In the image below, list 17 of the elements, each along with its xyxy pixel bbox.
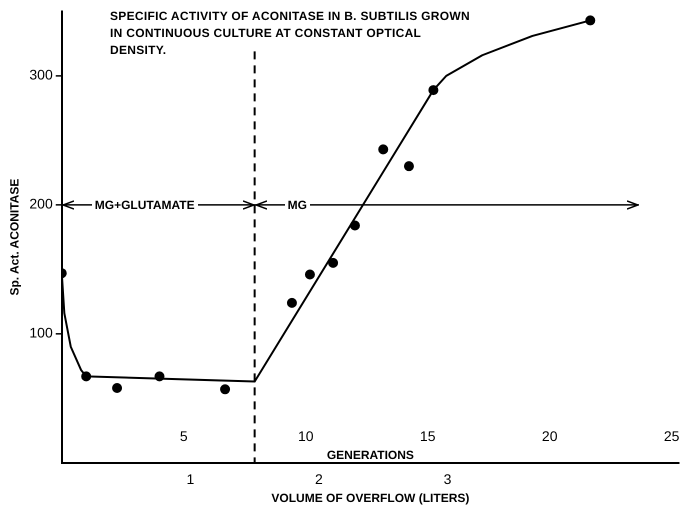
annotation: MG+GLUTAMATE [92, 198, 198, 212]
x2-tick-label: 20 [542, 428, 558, 444]
x2-tick-label: 5 [180, 428, 188, 444]
x-axis-title: VOLUME OF OVERFLOW (LITERS) [271, 491, 470, 506]
y-tick-label: 300 [29, 66, 53, 83]
annotation: MG [284, 198, 310, 212]
x2-axis-title: GENERATIONS [326, 448, 414, 462]
x-tick-label: 2 [315, 471, 324, 488]
y-axis-title: Sp. Act. ACONITASE [8, 178, 22, 296]
y-tick-label: 100 [29, 324, 53, 341]
x2-tick-label: 10 [298, 428, 314, 444]
x2-tick-label: 25 [664, 428, 680, 444]
x-tick-label: 3 [444, 471, 452, 488]
x-tick-label: 1 [186, 471, 194, 488]
x2-tick-label: 15 [420, 428, 436, 444]
y-tick-label: 200 [29, 196, 53, 212]
text: SPECIFIC ACTIVITY OF ACONITASE IN B. SUBTILIS GROWN IN CONTINUOUS CULTURE AT CONSTANT OPTICAL DENSITY. [110, 8, 470, 59]
